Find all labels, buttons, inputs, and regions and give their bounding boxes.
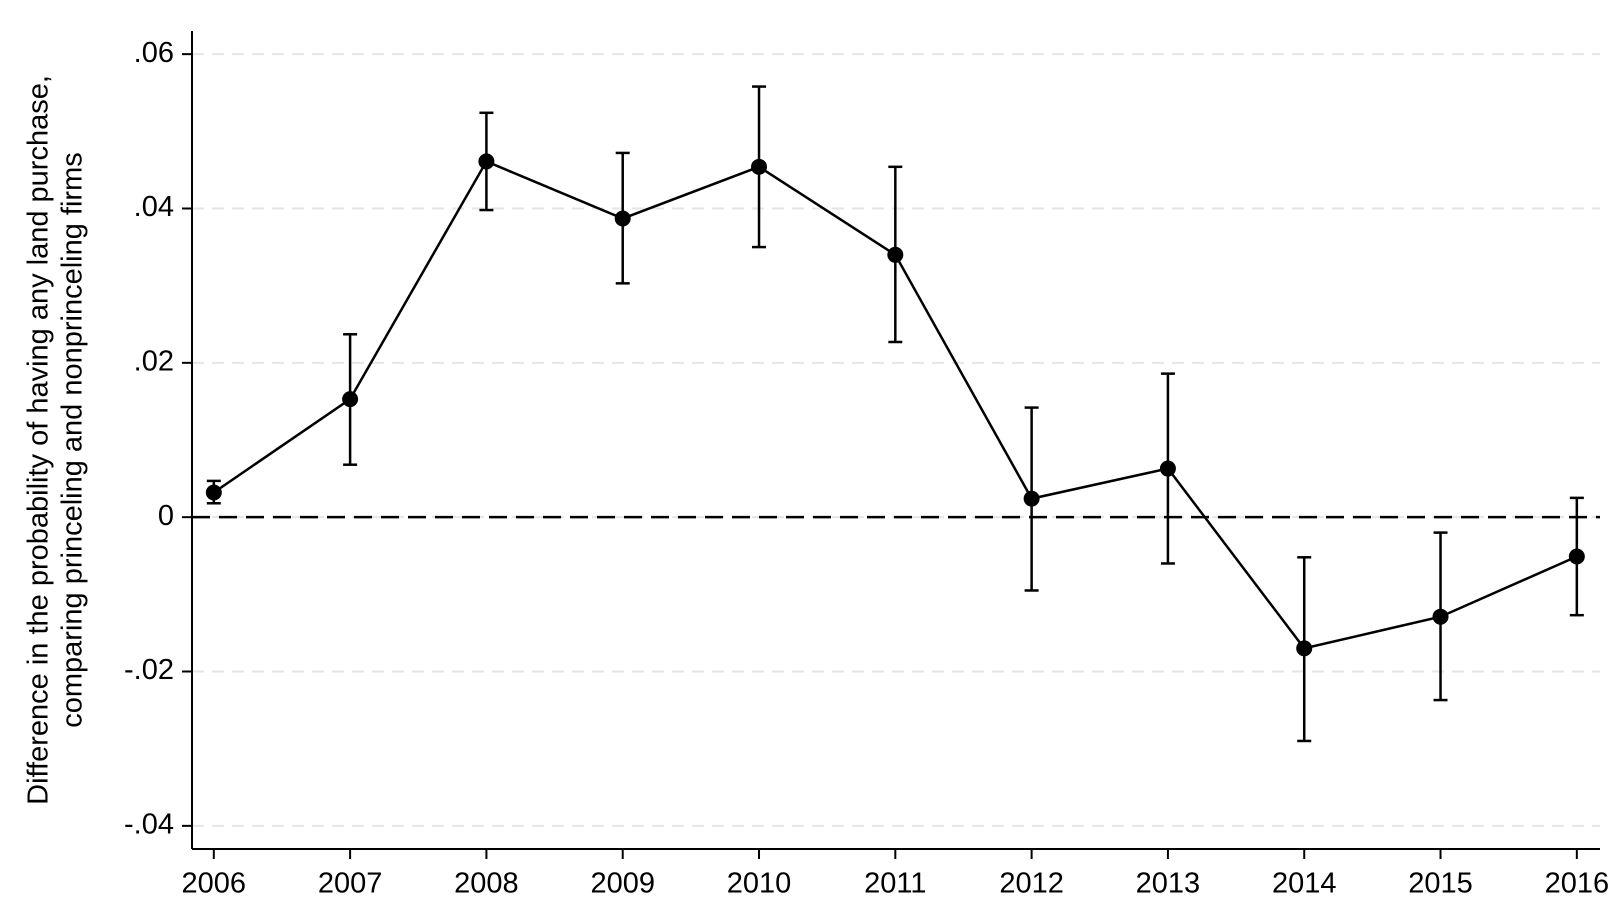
x-tick-label: 2013 [1136, 868, 1201, 900]
x-tick-label: 2008 [454, 868, 519, 900]
x-tick-label: 2010 [727, 868, 792, 900]
x-tick-label: 2009 [590, 868, 655, 900]
y-tick-label: 0 [158, 500, 174, 532]
y-tick-label: -.04 [124, 809, 174, 841]
point [1296, 640, 1313, 657]
x-tick-label: 2006 [182, 868, 247, 900]
y-tick-label: -.02 [124, 654, 174, 686]
x-tick-label: 2007 [318, 868, 383, 900]
point [751, 158, 768, 175]
y-axis-title: Difference in the probability of having … [23, 75, 55, 805]
y-tick-label: .04 [134, 191, 174, 223]
y-tick-label: .06 [134, 37, 174, 69]
x-tick-label: 2016 [1545, 868, 1610, 900]
point [478, 153, 495, 170]
point [205, 484, 222, 501]
point [614, 210, 631, 227]
point [1568, 548, 1585, 565]
point [1023, 490, 1040, 507]
point [1432, 608, 1449, 625]
x-tick-label: 2014 [1272, 868, 1337, 900]
point [342, 391, 359, 408]
x-tick-label: 2011 [864, 868, 926, 900]
x-tick-label: 2015 [1408, 868, 1473, 900]
point [887, 246, 904, 263]
point [1159, 460, 1176, 477]
x-tick-label: 2012 [999, 868, 1064, 900]
y-tick-label: .02 [134, 345, 174, 377]
y-axis-title: comparing princeling and nonprinceling f… [57, 152, 89, 727]
